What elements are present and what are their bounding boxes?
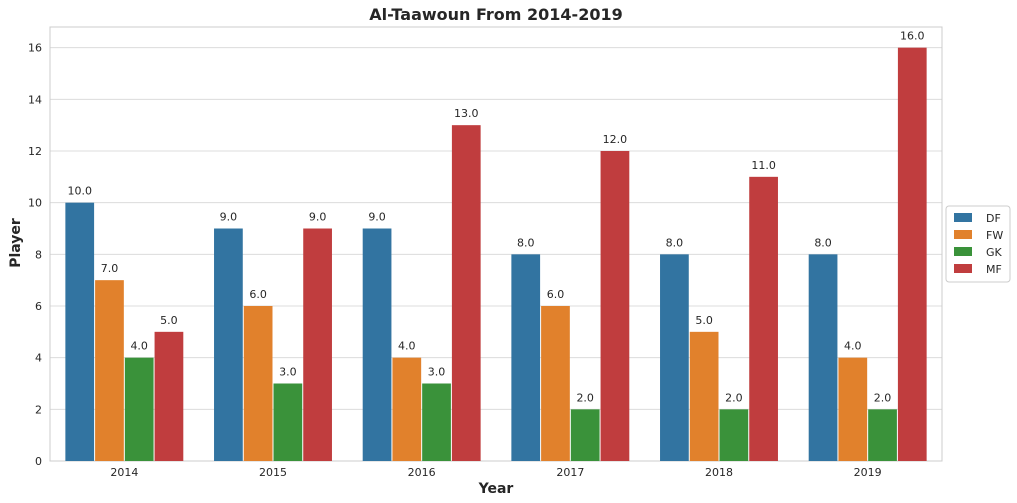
bar-df-2018 xyxy=(660,254,689,461)
legend: DF FW GK MF xyxy=(945,205,1011,283)
x-tick-label: 2015 xyxy=(259,466,287,479)
bar-df-2017 xyxy=(511,254,541,461)
x-axis-label: Year xyxy=(478,481,514,497)
data-label: 4.0 xyxy=(398,340,416,353)
x-tick-label: 2016 xyxy=(408,466,436,479)
data-label: 4.0 xyxy=(130,340,148,353)
bar-fw-2017 xyxy=(541,306,570,461)
data-label: 6.0 xyxy=(547,288,565,301)
bar-fw-2019 xyxy=(838,357,868,461)
data-label: 9.0 xyxy=(220,211,238,224)
gridlines xyxy=(50,47,942,462)
y-tick-label: 12 xyxy=(28,145,42,158)
data-label: 8.0 xyxy=(517,236,535,249)
bar-gk-2017 xyxy=(570,409,600,461)
bars xyxy=(65,47,927,462)
data-label: 16.0 xyxy=(900,30,925,43)
y-tick-label: 2 xyxy=(35,403,42,416)
bar-mf-2014 xyxy=(154,331,184,461)
bar-fw-2015 xyxy=(243,306,273,461)
legend-swatch-df xyxy=(954,213,972,222)
legend-box xyxy=(945,205,1011,283)
x-tick-label: 2019 xyxy=(854,466,882,479)
data-label: 12.0 xyxy=(603,133,628,146)
data-label: 2.0 xyxy=(725,391,743,404)
y-tick-label: 16 xyxy=(28,42,42,55)
data-label: 9.0 xyxy=(309,211,327,224)
data-label: 10.0 xyxy=(67,185,92,198)
data-label: 2.0 xyxy=(874,391,892,404)
y-axis-label: Player xyxy=(8,218,24,268)
bar-mf-2017 xyxy=(600,151,630,461)
bar-mf-2019 xyxy=(897,47,927,462)
legend-label-gk: GK xyxy=(986,246,1003,259)
y-tick-label: 0 xyxy=(35,455,42,468)
data-labels: 10.0 7.0 4.0 5.0 9.0 6.0 3.0 9.0 9.0 4.0 3.0 13.0 8.… xyxy=(67,30,924,405)
data-label: 5.0 xyxy=(695,314,713,327)
legend-swatch-gk xyxy=(954,247,972,256)
y-tick-label: 8 xyxy=(35,248,42,261)
bar-gk-2014 xyxy=(124,357,154,461)
data-label: 2.0 xyxy=(576,391,594,404)
data-label: 13.0 xyxy=(454,107,479,120)
bar-gk-2015 xyxy=(273,383,303,461)
data-label: 3.0 xyxy=(279,366,297,379)
plot-area xyxy=(49,26,943,462)
data-label: 4.0 xyxy=(844,340,862,353)
tick-labels: 0 2 4 6 8 10 12 14 16 2014 2015 2016 2017 2018 2019 xyxy=(28,42,882,479)
x-tick-label: 2017 xyxy=(556,466,584,479)
bar-fw-2014 xyxy=(95,280,124,461)
data-label: 11.0 xyxy=(751,159,776,172)
data-label: 3.0 xyxy=(428,366,446,379)
data-label: 8.0 xyxy=(666,236,684,249)
bar-mf-2016 xyxy=(451,125,481,462)
bar-mf-2018 xyxy=(749,176,778,462)
chart-title: Al-Taawoun From 2014-2019 xyxy=(369,5,622,24)
bar-fw-2018 xyxy=(689,331,719,461)
bar-gk-2018 xyxy=(719,409,749,461)
y-tick-label: 14 xyxy=(28,93,42,106)
bar-gk-2016 xyxy=(422,383,451,461)
legend-swatch-fw xyxy=(954,230,972,239)
x-tick-label: 2014 xyxy=(110,466,138,479)
legend-swatch-mf xyxy=(954,264,972,273)
data-label: 5.0 xyxy=(160,314,178,327)
legend-label-fw: FW xyxy=(986,229,1003,242)
legend-label-mf: MF xyxy=(986,263,1002,276)
bar-df-2019 xyxy=(808,254,838,461)
bar-mf-2015 xyxy=(303,228,332,461)
y-tick-label: 4 xyxy=(35,352,42,365)
bar-df-2015 xyxy=(214,228,243,461)
bar-df-2014 xyxy=(65,202,95,461)
bar-fw-2016 xyxy=(392,357,422,461)
x-tick-label: 2018 xyxy=(705,466,733,479)
legend-label-df: DF xyxy=(986,212,1001,225)
data-label: 6.0 xyxy=(249,288,267,301)
bar-gk-2019 xyxy=(868,409,897,461)
data-label: 9.0 xyxy=(368,211,386,224)
data-label: 7.0 xyxy=(101,262,119,275)
bar-df-2016 xyxy=(362,228,392,461)
y-tick-label: 6 xyxy=(35,300,42,313)
y-tick-label: 10 xyxy=(28,197,42,210)
data-label: 8.0 xyxy=(814,236,832,249)
